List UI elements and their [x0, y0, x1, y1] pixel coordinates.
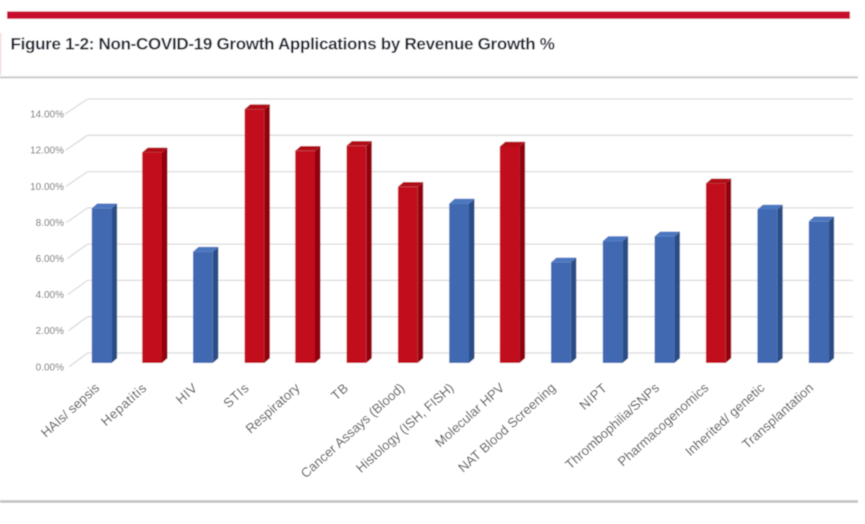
- svg-text:6.00%: 6.00%: [36, 254, 64, 265]
- svg-text:2.00%: 2.00%: [36, 326, 64, 337]
- svg-text:4.00%: 4.00%: [36, 290, 64, 301]
- svg-text:Figure 1-2: Non-COVID-19 Growt: Figure 1-2: Non-COVID-19 Growth Applicat…: [11, 35, 555, 54]
- svg-text:14.00%: 14.00%: [30, 110, 64, 121]
- svg-text:12.00%: 12.00%: [30, 146, 64, 157]
- svg-text:0.00%: 0.00%: [36, 362, 64, 373]
- svg-text:8.00%: 8.00%: [36, 218, 64, 229]
- svg-text:10.00%: 10.00%: [30, 182, 64, 193]
